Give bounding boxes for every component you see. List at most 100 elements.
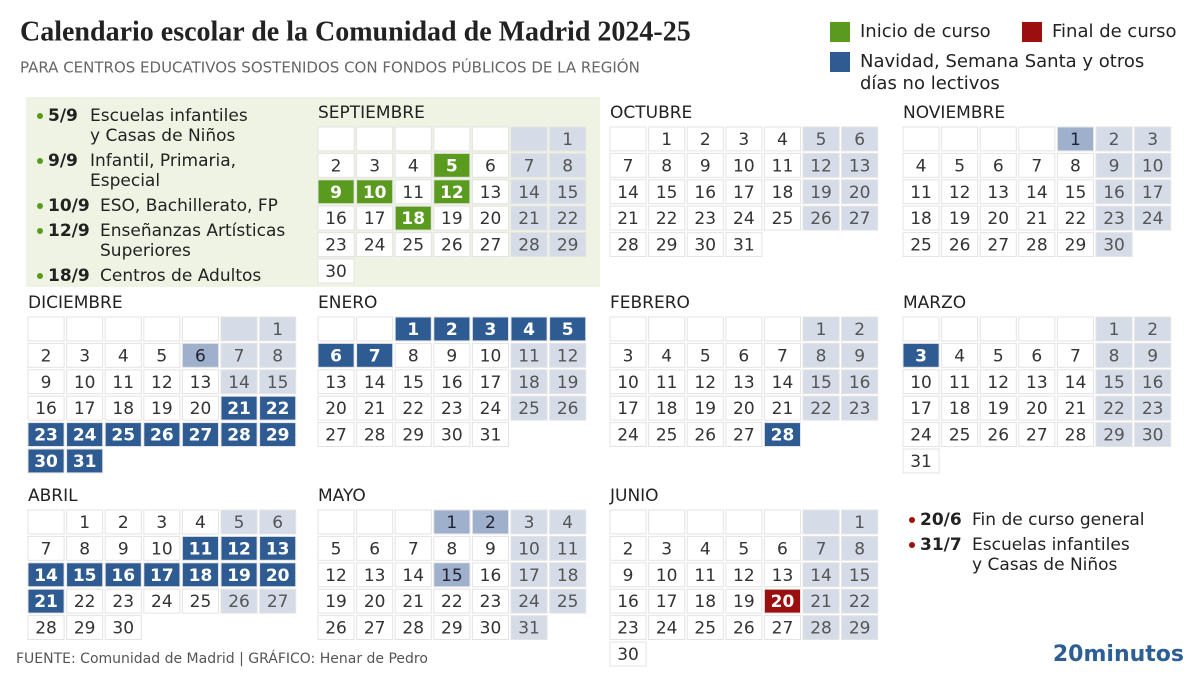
day-cell [979, 152, 1017, 178]
day-number: 27 [733, 426, 755, 446]
day-number: 14 [1065, 373, 1087, 393]
day-cell [725, 615, 763, 640]
day-cell [471, 535, 509, 561]
day-number: 1 [661, 130, 672, 150]
day-number: 3 [369, 156, 380, 176]
day-number: 28 [35, 619, 57, 639]
day-cell [433, 369, 471, 395]
day-cell [104, 342, 142, 368]
month-name: OCTUBRE [610, 103, 692, 123]
day-number: 19 [151, 399, 173, 419]
day-cell [841, 126, 879, 152]
day-number: 8 [661, 156, 672, 176]
day-number: 28 [227, 426, 251, 446]
day-cell [143, 369, 181, 395]
day-number: 24 [656, 619, 678, 639]
day-number: 17 [364, 209, 386, 229]
day-number: 29 [441, 619, 463, 639]
day-number: 11 [949, 373, 971, 393]
day-cell [1018, 422, 1056, 448]
day-number: 6 [777, 539, 788, 559]
day-cell [356, 535, 394, 561]
day-number: 9 [1147, 346, 1158, 366]
day-cell [471, 316, 509, 342]
day-cell [356, 152, 394, 178]
day-number: 3 [524, 513, 535, 533]
day-cell [66, 422, 104, 448]
day-number: 8 [79, 539, 90, 559]
day-number: 28 [518, 236, 540, 256]
day-number: 11 [112, 373, 134, 393]
day-cell [510, 152, 548, 178]
day-cell [27, 316, 65, 342]
month-name: NOVIEMBRE [903, 103, 1005, 123]
day-cell [841, 535, 879, 561]
day-number: 26 [987, 426, 1009, 446]
day-number: 5 [331, 539, 342, 559]
day-cell [471, 509, 509, 535]
day-number: 22 [557, 209, 579, 229]
day-cell [941, 369, 979, 395]
day-cell [394, 152, 432, 178]
day-number: 30 [1103, 236, 1125, 256]
day-cell [181, 369, 219, 395]
bullet [909, 517, 915, 523]
day-number: 15 [810, 373, 832, 393]
day-number: 29 [1103, 426, 1125, 446]
day-cell [1018, 152, 1056, 178]
day-cell [394, 369, 432, 395]
day-cell [259, 588, 297, 614]
subtitle: PARA CENTROS EDUCATIVOS SOSTENIDOS CON F… [20, 58, 640, 77]
bullet [37, 273, 43, 279]
day-cell [763, 535, 802, 561]
day-cell [648, 562, 686, 588]
day-cell [259, 422, 297, 448]
day-cell [1095, 232, 1133, 258]
day-number: 8 [408, 346, 419, 366]
day-number: 16 [35, 399, 57, 419]
day-number: 5 [234, 513, 245, 533]
day-number: 7 [408, 539, 419, 559]
day-number: 1 [1109, 320, 1120, 340]
day-cell [1134, 395, 1172, 421]
day-cell [143, 509, 181, 535]
day-cell [902, 448, 940, 474]
day-cell [220, 509, 258, 535]
day-cell [259, 316, 297, 342]
day-number: 8 [854, 539, 865, 559]
day-cell [27, 369, 65, 395]
day-cell [902, 205, 940, 231]
day-cell [609, 205, 647, 231]
day-cell [1095, 126, 1133, 152]
day-number: 8 [272, 346, 283, 366]
day-cell [549, 126, 587, 152]
day-number: 5 [738, 539, 749, 559]
day-number: 24 [1142, 209, 1164, 229]
day-number: 23 [112, 592, 134, 612]
legend-label: Final de curso [1052, 21, 1177, 42]
day-cell [725, 126, 763, 152]
day-cell [763, 179, 802, 205]
day-cell [725, 369, 763, 395]
day-number: 17 [150, 566, 174, 586]
day-number: 7 [1070, 346, 1081, 366]
day-number: 2 [331, 156, 342, 176]
day-cell [1056, 205, 1095, 231]
day-cell [609, 152, 647, 178]
day-cell [104, 395, 142, 421]
day-cell [648, 126, 686, 152]
day-cell [549, 562, 587, 588]
day-cell [648, 369, 686, 395]
source: FUENTE: Comunidad de Madrid | GRÁFICO: H… [16, 650, 428, 667]
day-cell [356, 588, 394, 614]
day-cell [609, 395, 647, 421]
day-number: 30 [325, 262, 347, 282]
day-number: 16 [111, 566, 135, 586]
day-cell [317, 126, 355, 152]
day-cell [259, 562, 297, 588]
day-number: 11 [518, 346, 540, 366]
day-number: 18 [694, 592, 716, 612]
day-cell [220, 342, 258, 368]
day-number: 27 [364, 619, 386, 639]
day-number: 9 [41, 373, 52, 393]
